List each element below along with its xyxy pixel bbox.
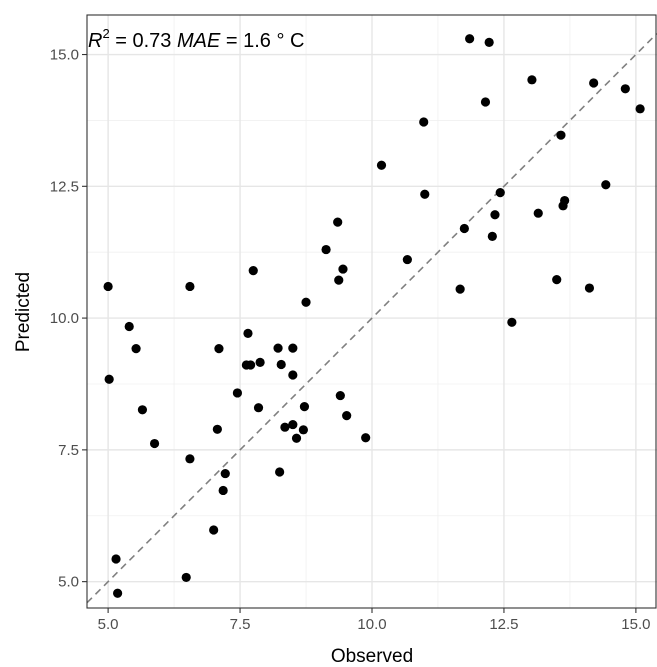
- y-axis-ticks: 5.0 7.5 10.0 12.5 15.0: [50, 47, 87, 591]
- data-point: [291, 433, 302, 443]
- data-point: [419, 117, 429, 127]
- data-point: [218, 485, 228, 496]
- data-point: [584, 283, 595, 293]
- data-point: [288, 419, 298, 430]
- x-axis-title: Observed: [331, 646, 413, 667]
- data-point: [334, 275, 344, 285]
- x-tick-label: 7.5: [230, 616, 251, 633]
- data-point: [527, 75, 537, 85]
- data-point: [556, 130, 566, 140]
- data-point: [232, 388, 243, 398]
- data-point: [420, 189, 430, 199]
- data-point: [361, 433, 371, 443]
- data-point: [533, 208, 543, 218]
- data-point: [131, 344, 141, 354]
- data-point: [376, 160, 387, 170]
- data-point: [185, 454, 195, 464]
- data-point: [276, 359, 286, 370]
- data-point: [181, 572, 191, 583]
- data-point: [185, 281, 195, 292]
- grid-major: [87, 15, 657, 608]
- data-point: [288, 370, 298, 380]
- data-point: [209, 525, 219, 535]
- data-point: [589, 78, 599, 88]
- y-axis-title: Predicted: [13, 272, 34, 352]
- data-point: [246, 360, 256, 370]
- data-point: [124, 321, 134, 332]
- data-point: [299, 402, 310, 412]
- data-point: [280, 422, 290, 432]
- data-point: [335, 390, 345, 401]
- data-point: [487, 231, 497, 241]
- data-point: [255, 357, 265, 367]
- data-point: [495, 188, 505, 198]
- y-tick-label: 10.0: [50, 310, 79, 327]
- data-point: [103, 281, 113, 292]
- data-point: [275, 467, 285, 477]
- x-tick-label: 15.0: [621, 616, 650, 633]
- data-point: [552, 275, 562, 285]
- data-point: [253, 403, 264, 413]
- data-point: [111, 554, 121, 564]
- data-point: [490, 210, 500, 220]
- data-point: [480, 97, 491, 107]
- data-point: [455, 284, 465, 294]
- data-point: [342, 411, 352, 421]
- y-tick-label: 7.5: [58, 442, 79, 459]
- data-point: [104, 374, 114, 384]
- data-point: [301, 297, 311, 307]
- data-point: [298, 425, 308, 435]
- y-tick-label: 12.5: [50, 178, 79, 195]
- identity-reference-line: [86, 32, 657, 604]
- annotation-mae-symbol: MAE: [177, 30, 221, 52]
- data-point: [113, 588, 123, 598]
- data-point: [338, 264, 348, 274]
- data-point: [288, 343, 298, 353]
- data-point: [402, 254, 412, 265]
- data-point: [321, 244, 331, 255]
- data-point: [635, 104, 645, 114]
- x-tick-label: 10.0: [357, 616, 386, 633]
- data-point: [465, 34, 475, 44]
- data-point: [620, 84, 630, 94]
- data-point: [214, 344, 224, 354]
- annotation-mae-value: = 1.6 ° C: [220, 30, 304, 52]
- annotation-r2-exponent: 2: [102, 26, 109, 41]
- data-point: [459, 223, 469, 234]
- data-point: [273, 343, 283, 353]
- x-tick-label: 12.5: [489, 616, 518, 633]
- data-point: [248, 266, 258, 276]
- data-point: [220, 468, 230, 479]
- x-axis-ticks: 5.0 7.5 10.0 12.5 15.0: [98, 608, 650, 633]
- y-tick-label: 5.0: [58, 574, 79, 591]
- data-point: [507, 317, 517, 327]
- data-point: [484, 37, 494, 48]
- data-point: [243, 328, 253, 338]
- annotation-r2-symbol: R: [88, 30, 102, 52]
- y-tick-label: 15.0: [50, 47, 79, 64]
- data-point: [137, 405, 148, 415]
- x-tick-label: 5.0: [98, 616, 119, 633]
- data-point: [333, 217, 343, 227]
- annotation-r2-value: = 0.73: [110, 30, 177, 52]
- annotation-metrics: R2 = 0.73 MAE = 1.6 ° C: [88, 26, 304, 52]
- data-point: [601, 180, 611, 190]
- data-point: [212, 424, 222, 434]
- data-points: [103, 34, 645, 598]
- data-point: [149, 438, 160, 449]
- data-point: [560, 195, 570, 206]
